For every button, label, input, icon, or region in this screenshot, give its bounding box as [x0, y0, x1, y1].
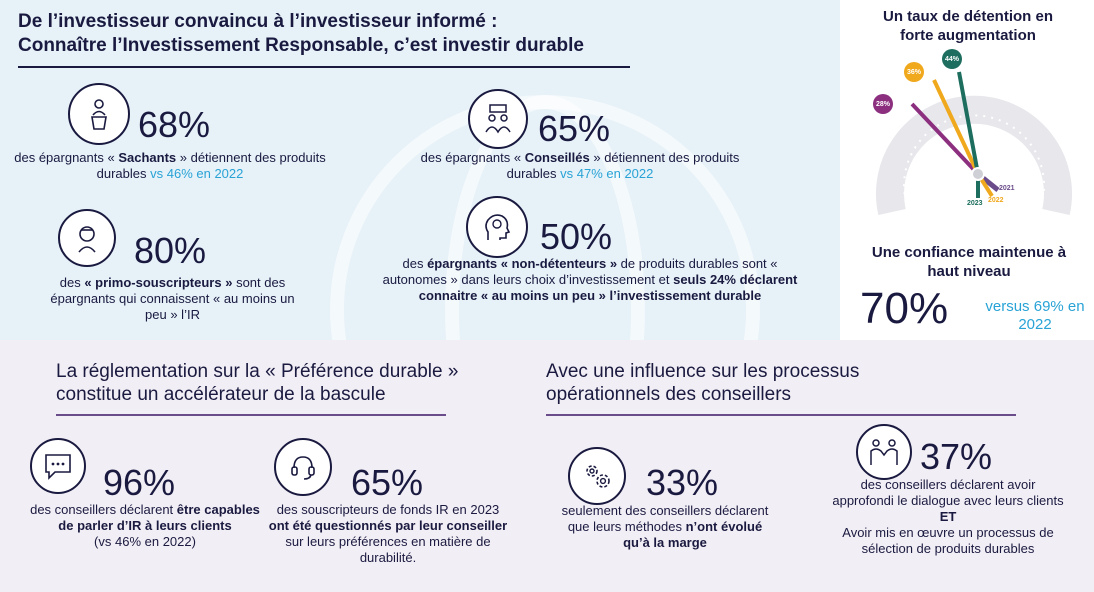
confidence-title: Une confiance maintenue à haut niveau — [871, 244, 1067, 280]
stat-conseilles-pct: 65% — [538, 108, 611, 149]
bottom-panel — [0, 340, 1094, 592]
stat-sachants-pct: 68% — [138, 104, 211, 145]
confidence-compare: versus 69% en 2022 — [985, 298, 1085, 333]
group-meeting-icon — [468, 89, 528, 149]
gauge-label-2021: 28% — [873, 94, 893, 114]
page-title: De l’investisseur convaincu à l’investis… — [18, 11, 584, 56]
gauge-year-2022: 2022 — [988, 197, 1004, 204]
section-title-influence: Avec une influence sur les processus opé… — [546, 361, 860, 405]
stat-methodes-text: seulement des conseillers déclarent que … — [561, 503, 769, 550]
stat-primo-pct: 80% — [134, 230, 207, 271]
section-title-reglementation: La réglementation sur la « Préférence du… — [56, 361, 459, 405]
section-rule-influence — [546, 414, 1016, 416]
handshake-people-icon — [856, 424, 912, 480]
stat-non-detenteurs-text: des épargnants « non-détenteurs » de pro… — [382, 256, 798, 303]
stat-dialogue-text: des conseillers déclarent avoir approfon… — [832, 477, 1064, 556]
stat-parler-ir-pct: 96% — [103, 462, 176, 503]
head-idea-icon — [466, 196, 528, 258]
gauge-label-2022: 36% — [904, 62, 924, 82]
stat-sachants-text: des épargnants « Sachants » détiennent d… — [14, 150, 326, 181]
speaker-podium-icon — [68, 83, 130, 145]
section-rule-reglementation — [56, 414, 446, 416]
stat-non-detenteurs-pct: 50% — [540, 216, 613, 257]
detention-title: Un taux de détention en forte augmentati… — [882, 8, 1053, 44]
stat-questionnes-pct: 65% — [351, 462, 424, 503]
thinking-person-icon — [58, 209, 116, 267]
stat-dialogue-pct: 37% — [920, 436, 993, 477]
title-underline — [18, 66, 630, 68]
stat-primo-text: des « primo-souscripteurs » sont des épa… — [50, 275, 295, 322]
gauge-year-2021: 2021 — [999, 185, 1015, 192]
stat-parler-ir-text: des conseillers déclarent être capables … — [30, 502, 260, 549]
detention-gauge — [876, 71, 1072, 216]
stat-conseilles-text: des épargnants « Conseillés » détiennent… — [420, 150, 740, 181]
chat-bubble-icon — [30, 438, 86, 494]
confidence-pct: 70% — [860, 284, 949, 333]
headset-icon — [274, 438, 332, 496]
gauge-label-2023: 44% — [942, 49, 962, 69]
gauge-year-2023: 2023 — [967, 200, 983, 207]
gears-icon — [568, 447, 626, 505]
stat-questionnes-text: des souscripteurs de fonds IR en 2023 on… — [268, 502, 508, 565]
stat-methodes-pct: 33% — [646, 462, 719, 503]
